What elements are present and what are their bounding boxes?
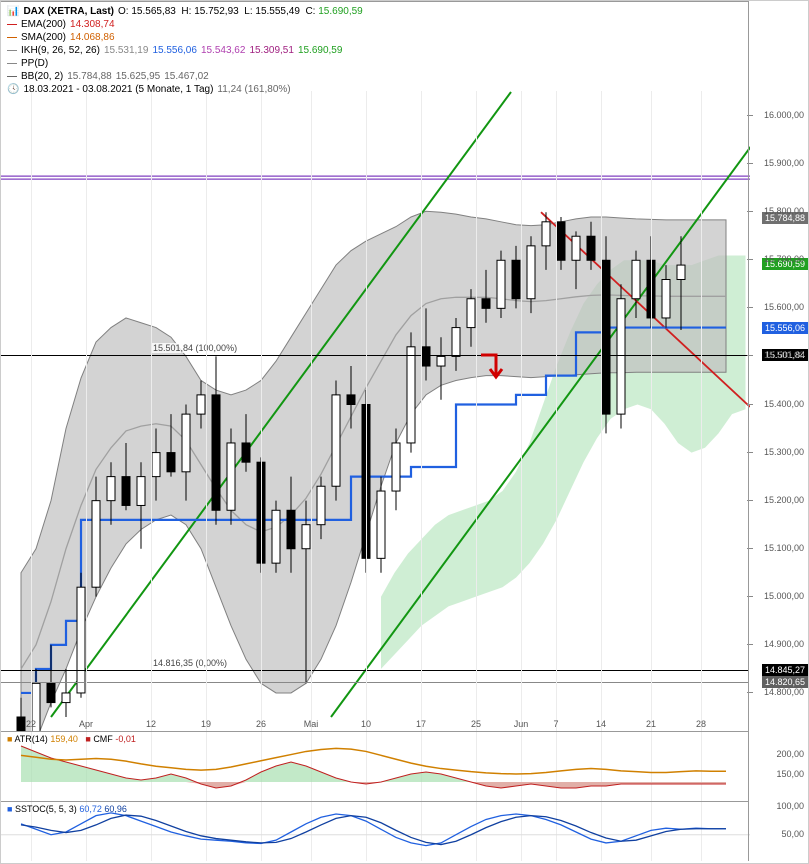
date-range: 18.03.2021 - 03.08.2021 (5 Monate, 1 Tag… xyxy=(23,83,213,96)
atr-y-label: 200,00 xyxy=(776,749,804,759)
indicator-row: 🕓 18.03.2021 - 03.08.2021 (5 Monate, 1 T… xyxy=(7,83,363,96)
ind-sub-value: 15.625,95 xyxy=(116,70,161,83)
sstoc-y-label: 50,00 xyxy=(781,829,804,839)
reference-line xyxy=(1,355,748,357)
x-tick-label: 28 xyxy=(696,719,706,729)
y-tick-label: 15.400,00 xyxy=(764,399,804,409)
y-tick-label: 15.100,00 xyxy=(764,543,804,553)
y-tick-label: 15.700,00 xyxy=(764,254,804,264)
ind-sub-value: 15.531,19 xyxy=(104,44,149,57)
atr-label: ATR(14) xyxy=(14,734,47,744)
x-tick-label: Mai xyxy=(304,719,319,729)
x-tick-label: 14 xyxy=(596,719,606,729)
ind-name: IKH(9, 26, 52, 26) xyxy=(21,44,100,57)
main-price-panel xyxy=(1,1,748,731)
ind-name: PP(D) xyxy=(21,57,48,70)
atr-cmf-panel: ■ ATR(14) 159,40 ■ CMF -0,01 xyxy=(1,731,748,801)
high-value: 15.752,93 xyxy=(194,6,239,17)
main-x-axis: 22 Apr 12 19 26 Mai 10 17 25 Jun 7 14 21 28 xyxy=(1,716,748,731)
y-tick-label: 14.800,00 xyxy=(764,687,804,697)
y-tick-label: 15.900,00 xyxy=(764,158,804,168)
sstoc-panel: ■ SSTOC(5, 5, 3) 60,72 60,96 xyxy=(1,801,748,861)
low-value: 15.555,49 xyxy=(255,6,300,17)
legend-marker xyxy=(7,63,17,65)
legend-marker xyxy=(7,37,17,39)
indicator-row: EMA(200) 14.308,74 xyxy=(7,18,363,31)
ind-sub-value: 15.543,62 xyxy=(201,44,246,57)
open-value: 15.565,83 xyxy=(131,6,176,17)
y-tick-label: 15.200,00 xyxy=(764,495,804,505)
legend-marker xyxy=(7,50,17,52)
y-tick-label: 15.600,00 xyxy=(764,302,804,312)
atr-y-axis: 150,00 200,00 xyxy=(748,731,808,801)
x-tick-label: Apr xyxy=(79,719,93,729)
y-tick-label: 15.000,00 xyxy=(764,591,804,601)
y-tick-label: 15.500,00 xyxy=(764,350,804,360)
sstoc-y-label: 100,00 xyxy=(776,801,804,811)
ohlc-values: O: 15.565,83 H: 15.752,93 L: 15.555,49 C… xyxy=(118,5,363,18)
x-tick-label: 22 xyxy=(26,719,36,729)
ind-sub-value: 15.690,59 xyxy=(298,44,343,57)
sstoc-v2: 60,96 xyxy=(104,804,127,814)
main-y-axis: 14.800,00 14.900,00 15.000,00 15.100,00 15.2… xyxy=(748,1,808,731)
reference-line xyxy=(1,670,748,671)
ind-name: SMA(200) xyxy=(21,31,66,44)
ind-name: EMA(200) xyxy=(21,18,66,31)
chart-title: DAX (XETRA, Last) xyxy=(23,5,114,18)
candlestick-icon: 📊 xyxy=(7,5,19,18)
sstoc-label: SSTOC(5, 5, 3) xyxy=(15,804,77,814)
main-svg xyxy=(1,2,750,732)
x-tick-label: 17 xyxy=(416,719,426,729)
indicator-row: BB(20, 2) 15.784,88 15.625,95 15.467,02 xyxy=(7,70,363,83)
cmf-label: CMF xyxy=(93,734,113,744)
x-tick-label: 12 xyxy=(146,719,156,729)
x-tick-label: 25 xyxy=(471,719,481,729)
x-tick-label: 10 xyxy=(361,719,371,729)
y-tick-label: 15.300,00 xyxy=(764,447,804,457)
x-tick-label: 7 xyxy=(553,719,558,729)
x-tick-label: 26 xyxy=(256,719,266,729)
ind-sub-value: 15.556,06 xyxy=(152,44,197,57)
legend-marker xyxy=(7,76,17,78)
chart-container: 15.501,84 (100,00%) 14.816,35 (0,00%) 15.… xyxy=(0,0,809,864)
chart-legend: 📊 DAX (XETRA, Last) O: 15.565,83 H: 15.7… xyxy=(7,5,363,96)
atr-value: 159,40 xyxy=(50,734,78,744)
reference-line-label: 15.501,84 (100,00%) xyxy=(151,343,239,353)
indicator-row: PP(D) xyxy=(7,57,363,70)
indicator-row: SMA(200) 14.068,86 xyxy=(7,31,363,44)
atr-y-label: 150,00 xyxy=(776,769,804,779)
legend-marker xyxy=(7,24,17,26)
sstoc-v1: 60,72 xyxy=(79,804,102,814)
atr-legend: ■ ATR(14) 159,40 ■ CMF -0,01 xyxy=(7,734,136,744)
reference-line-label: 14.816,35 (0,00%) xyxy=(151,658,229,668)
ind-sub-value: 15.784,88 xyxy=(67,70,112,83)
clock-icon: 🕓 xyxy=(7,83,19,96)
y-tick-label: 14.900,00 xyxy=(764,639,804,649)
ind-value: 14.308,74 xyxy=(70,18,115,31)
ind-sub-value: 15.467,02 xyxy=(164,70,209,83)
pct-value: 11,24 (161,80%) xyxy=(217,83,290,96)
y-tick-label: 15.800,00 xyxy=(764,206,804,216)
x-tick-label: 19 xyxy=(201,719,211,729)
close-value: 15.690,59 xyxy=(318,6,363,17)
y-tick-label: 16.000,00 xyxy=(764,110,804,120)
sstoc-legend: ■ SSTOC(5, 5, 3) 60,72 60,96 xyxy=(7,804,127,814)
reference-line xyxy=(1,682,748,683)
sstoc-y-axis: 50,00 100,00 xyxy=(748,801,808,861)
ind-name: BB(20, 2) xyxy=(21,70,63,83)
x-tick-label: 21 xyxy=(646,719,656,729)
cmf-value: -0,01 xyxy=(115,734,136,744)
indicator-row: IKH(9, 26, 52, 26) 15.531,19 15.556,06 1… xyxy=(7,44,363,57)
ind-sub-value: 15.309,51 xyxy=(249,44,294,57)
title-row: 📊 DAX (XETRA, Last) O: 15.565,83 H: 15.7… xyxy=(7,5,363,18)
x-tick-label: Jun xyxy=(514,719,529,729)
ind-value: 14.068,86 xyxy=(70,31,115,44)
down-arrow-annotation xyxy=(476,350,506,397)
